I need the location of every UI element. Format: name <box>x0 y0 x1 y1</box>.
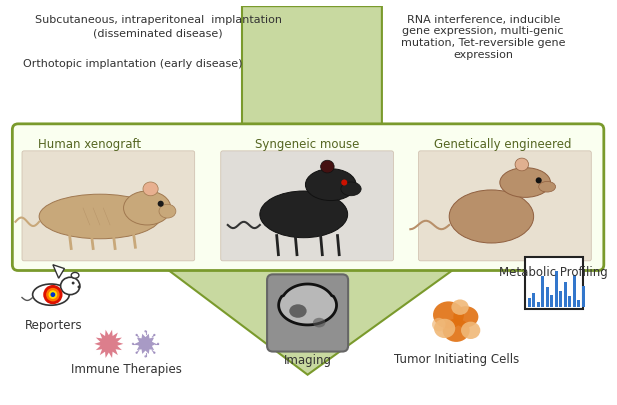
Text: Metabolic Profiling: Metabolic Profiling <box>499 265 608 278</box>
Ellipse shape <box>33 284 69 305</box>
Bar <box>577 300 581 307</box>
Circle shape <box>78 286 80 289</box>
Ellipse shape <box>60 277 80 295</box>
Ellipse shape <box>449 190 534 243</box>
Circle shape <box>432 318 445 331</box>
Ellipse shape <box>313 318 325 328</box>
FancyBboxPatch shape <box>267 275 348 352</box>
Text: Orthotopic implantation (early disease): Orthotopic implantation (early disease) <box>23 59 242 69</box>
Polygon shape <box>94 330 123 358</box>
Text: Human xenograft: Human xenograft <box>38 138 141 151</box>
Polygon shape <box>149 7 474 375</box>
Text: Syngeneic mouse: Syngeneic mouse <box>255 138 360 151</box>
Bar <box>563 282 567 307</box>
Text: Imaging: Imaging <box>284 354 331 367</box>
Bar <box>550 295 553 307</box>
FancyBboxPatch shape <box>418 151 591 261</box>
Circle shape <box>49 290 57 299</box>
Bar <box>568 296 571 307</box>
Circle shape <box>144 355 147 358</box>
Text: Subcutaneous, intraperitoneal  implantation: Subcutaneous, intraperitoneal implantati… <box>35 15 281 25</box>
Text: Immune Therapies: Immune Therapies <box>71 362 181 375</box>
Circle shape <box>157 343 159 345</box>
Circle shape <box>153 334 155 336</box>
Circle shape <box>46 288 60 302</box>
Ellipse shape <box>39 195 160 239</box>
Circle shape <box>132 343 134 345</box>
Bar <box>528 298 531 307</box>
Bar <box>559 291 563 307</box>
Bar <box>545 288 549 307</box>
Circle shape <box>51 292 56 297</box>
Bar <box>541 277 544 307</box>
Bar <box>573 275 576 307</box>
Polygon shape <box>279 284 336 325</box>
Ellipse shape <box>159 205 176 219</box>
Bar <box>537 302 540 307</box>
Text: Reporters: Reporters <box>25 318 83 331</box>
FancyBboxPatch shape <box>12 124 604 271</box>
Circle shape <box>341 180 347 186</box>
Polygon shape <box>135 334 156 354</box>
Bar <box>582 286 585 307</box>
Ellipse shape <box>71 273 79 279</box>
Circle shape <box>536 178 542 184</box>
Circle shape <box>72 282 75 285</box>
Text: Tumor Initiating Cells: Tumor Initiating Cells <box>394 352 519 365</box>
Bar <box>532 293 536 307</box>
Bar <box>524 257 582 309</box>
Ellipse shape <box>515 159 529 171</box>
Ellipse shape <box>260 192 347 238</box>
FancyBboxPatch shape <box>221 151 394 261</box>
Circle shape <box>136 352 138 354</box>
FancyBboxPatch shape <box>22 151 195 261</box>
Ellipse shape <box>341 183 361 196</box>
Ellipse shape <box>453 307 478 328</box>
Ellipse shape <box>452 300 469 315</box>
Ellipse shape <box>434 319 455 338</box>
Ellipse shape <box>123 192 171 226</box>
Ellipse shape <box>500 168 550 198</box>
Circle shape <box>144 330 147 333</box>
Ellipse shape <box>289 305 307 318</box>
Text: (disseminated disease): (disseminated disease) <box>93 28 223 38</box>
Circle shape <box>158 201 164 207</box>
Ellipse shape <box>539 182 555 193</box>
Ellipse shape <box>433 302 464 328</box>
Ellipse shape <box>321 161 334 173</box>
Bar <box>555 271 558 307</box>
Ellipse shape <box>143 183 158 196</box>
Text: RNA interference, inducible
gene expression, multi-genic
mutation, Tet-reversibl: RNA interference, inducible gene express… <box>401 15 565 60</box>
Ellipse shape <box>442 319 470 342</box>
Circle shape <box>153 352 155 354</box>
Circle shape <box>43 285 62 305</box>
Ellipse shape <box>461 322 480 339</box>
Ellipse shape <box>305 169 356 201</box>
Circle shape <box>136 334 138 336</box>
Text: Genetically engineered: Genetically engineered <box>434 138 571 151</box>
Polygon shape <box>53 265 64 279</box>
